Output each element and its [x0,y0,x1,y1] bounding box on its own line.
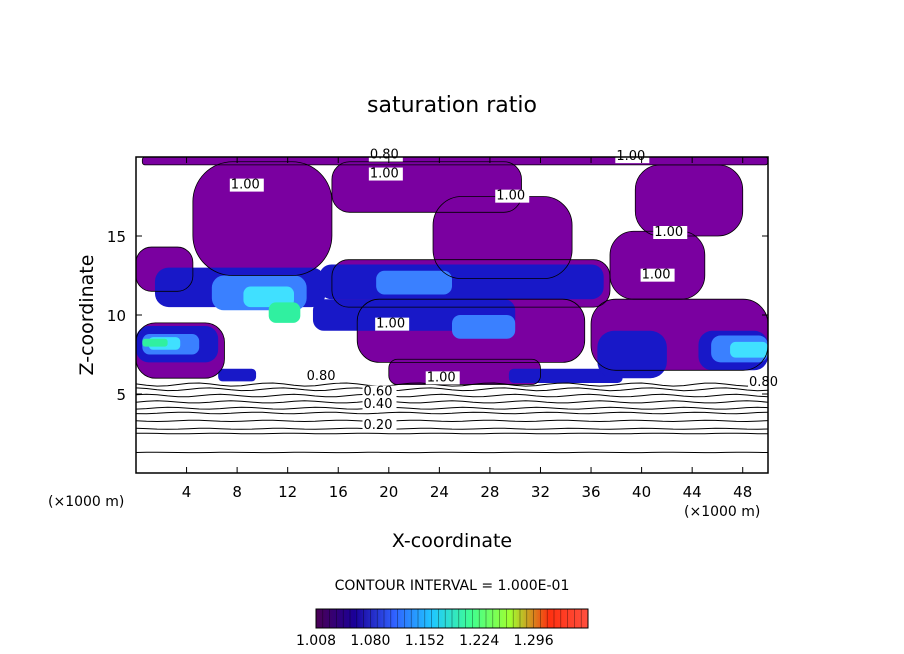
fill-region-saturated [192,161,332,276]
y-tick-label: 15 [107,228,126,246]
contour-label-bg [368,148,403,162]
x-tick-label: 36 [581,483,600,501]
fill-region-blue [376,270,452,295]
colorbar-labels: 1.008 1.080 1.152 1.224 1.296 [296,633,554,649]
cloud-contour-outline [136,246,194,292]
colorbar-tick-label: 1.080 [350,633,390,649]
fill-region-dark_blue [508,368,623,383]
contour-line [136,387,768,392]
fill-region-dark_blue [218,368,257,382]
colorbar-tick-label: 1.224 [459,633,499,649]
contour-label-bg [368,167,403,181]
fill-region-cyan [243,286,294,308]
cloud-contour-outline [136,322,225,379]
fill-region-saturated [610,231,705,300]
contour-label-bg [362,418,397,432]
contour-label-bg [653,226,688,239]
contour-label: 1.00 [654,225,683,240]
contour-label: 1.00 [496,189,525,204]
cloud-contour-outline [141,157,768,166]
contour-label-bg [362,385,397,399]
contour-label: 0.20 [364,418,393,433]
contour-line [136,432,768,435]
x-tick-label: 12 [278,483,297,501]
x-unit-left: (×1000 m) [48,494,124,510]
contour-label-bg [425,371,460,385]
contour-label-bg [375,317,410,331]
y-axis: 5 10 15 [107,228,768,404]
contour-label-bg [640,268,675,282]
x-tick-label: 4 [182,483,192,501]
contour-line [136,382,768,387]
contour-line [136,411,768,415]
contour-label: 0.80 [307,369,336,384]
fill-region-blue [452,315,516,339]
contour-line [136,406,768,410]
contour-line [136,419,768,423]
fill-region-cyan [730,341,768,358]
cloud-contour-outline [331,259,611,308]
fill-region-dark_blue [597,330,667,379]
x-unit-right: (×1000 m) [684,504,760,520]
contour-line [136,393,768,398]
contour-label: 0.80 [749,375,778,390]
fill-region-green [268,302,301,323]
x-tick-label: 20 [379,483,398,501]
contour-label-bg [495,189,530,203]
x-tick-label: 32 [531,483,550,501]
cloud-contour-outline [331,161,522,213]
colorbar: 1.008 1.080 1.152 1.224 1.296 [296,608,589,649]
contour-label: 0.80 [370,148,399,163]
colorbar-lines [322,609,582,628]
x-tick-label: 16 [329,483,348,501]
contour-label-bg [305,369,340,383]
cloud-contour-outline [192,161,333,276]
cloud-contour-outline [634,164,744,237]
contour-label: 1.00 [231,178,260,193]
x-tick-label: 24 [430,483,449,501]
fill-region-saturated [433,196,573,279]
x-tick-label: 28 [480,483,499,501]
fill-region-green [142,338,168,347]
plot-fill-layer [136,157,768,385]
cloud-contour-outline [356,298,586,363]
fill-region-dark_blue [319,264,604,300]
colorbar-tick-label: 1.296 [514,633,554,649]
x-tick-label: 48 [733,483,752,501]
contour-label-bg [229,178,264,192]
y-axis-label: Z-coordinate [76,255,98,376]
contour-label: 1.00 [370,167,399,182]
cloud-contour-outline [388,358,541,385]
contour-label-layer: 0.801.001.001.001.001.001.001.000.80 1.00… [229,148,783,433]
x-tick-label: 8 [232,483,242,501]
colorbar-tick-label: 1.008 [296,633,336,649]
x-tick-label: 40 [632,483,651,501]
y-tick-label: 5 [116,386,126,404]
fill-region-saturated [635,164,743,236]
contour-label: 1.00 [642,268,671,283]
colorbar-tick-label: 1.152 [405,633,445,649]
chart-title: saturation ratio [367,93,537,118]
y-tick-label: 10 [107,307,126,325]
x-tick-label: 44 [683,483,702,501]
contour-line [136,427,768,430]
contour-interval-text: CONTOUR INTERVAL = 1.000E-01 [335,578,570,594]
x-axis: 4 8 12 16 20 24 28 32 36 40 44 48 [182,157,752,501]
contour-label: 1.00 [427,370,456,385]
contour-line [136,400,768,404]
x-axis-label: X-coordinate [392,530,512,552]
contour-label-bg [362,398,397,412]
contour-line-layer [136,157,768,454]
contour-label: 1.00 [376,317,405,332]
contour-label: 0.60 [364,385,393,400]
contour-label-bg [748,376,783,390]
contour-label: 0.40 [364,397,393,412]
